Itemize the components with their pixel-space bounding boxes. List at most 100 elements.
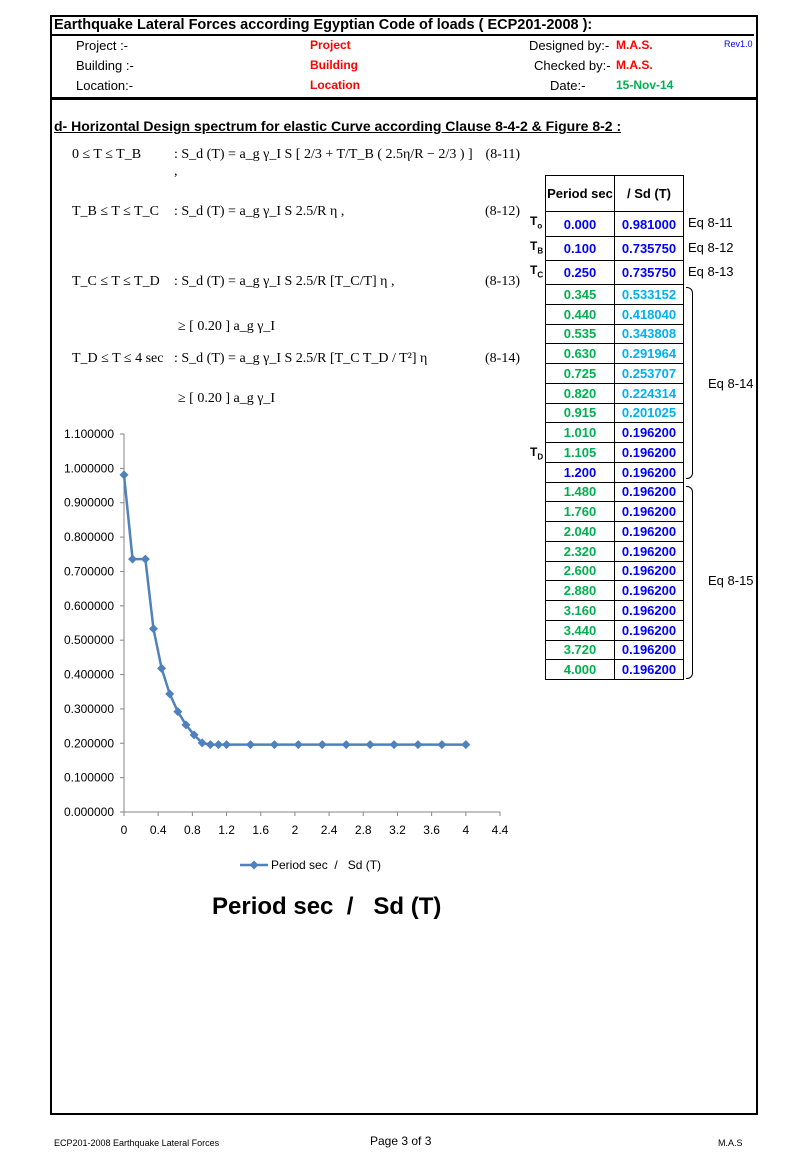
period-cell: 3.720 xyxy=(545,639,615,661)
period-cell: 1.760 xyxy=(545,501,615,522)
eq-label: Eq 8-11 xyxy=(688,215,733,230)
data-point xyxy=(389,740,399,750)
formula-cond-1: 0 ≤ T ≤ T_B xyxy=(72,147,142,162)
x-tick-label: 1.2 xyxy=(218,823,235,837)
sd-cell: 0.196200 xyxy=(614,560,684,582)
formula-expr-4: : S_d (T) = a_g γ_I S 2.5/R [T_C T_D / T… xyxy=(174,351,428,366)
y-tick-label: 0.000000 xyxy=(64,805,114,819)
designed-value: M.A.S. xyxy=(616,38,653,52)
table-row: 0.100 0.735750 xyxy=(545,236,684,261)
x-tick-label: 2.4 xyxy=(321,823,338,837)
x-tick-label: 0.8 xyxy=(184,823,201,837)
brace-label-eq-8-15: Eq 8-15 xyxy=(708,573,754,588)
formula-num-4: (8-14) xyxy=(485,351,520,366)
table-row: 0.820 0.224314 xyxy=(545,382,684,404)
formula-cond-2: T_B ≤ T ≤ T_C xyxy=(72,204,159,219)
sd-cell: 0.196200 xyxy=(614,481,684,503)
page-title: Earthquake Lateral Forces according Egyp… xyxy=(50,15,754,36)
page-frame xyxy=(50,15,758,1115)
data-point xyxy=(189,730,199,740)
checked-value: M.A.S. xyxy=(616,58,653,72)
location-label: Location:- xyxy=(76,78,134,93)
data-point xyxy=(119,470,129,480)
period-cell: 2.880 xyxy=(545,580,615,601)
data-point xyxy=(341,740,351,750)
project-label: Project :- xyxy=(76,38,129,53)
x-tick-label: 3.6 xyxy=(423,823,440,837)
designed-label: Designed by:- xyxy=(529,38,610,53)
data-point xyxy=(140,554,150,564)
x-tick-label: 0 xyxy=(121,823,128,837)
sd-cell: 0.196200 xyxy=(614,580,684,601)
table-row: 0.630 0.291964 xyxy=(545,343,684,364)
y-tick-label: 0.100000 xyxy=(64,771,114,785)
table-row: 3.720 0.196200 xyxy=(545,639,684,661)
period-cell: 0.100 xyxy=(545,236,615,261)
section-title: d- Horizontal Design spectrum for elasti… xyxy=(54,118,622,134)
formula-cond-4: T_D ≤ T ≤ 4 sec xyxy=(72,351,164,366)
formula-8-14: T_D ≤ T ≤ 4 sec : S_d (T) = a_g γ_I S 2.… xyxy=(72,350,520,367)
data-point xyxy=(413,740,423,750)
footer-left: ECP201-2008 Earthquake Lateral Forces xyxy=(54,1138,220,1148)
period-cell: 0.250 xyxy=(545,260,615,285)
data-point xyxy=(197,738,207,748)
checked-label: Checked by:- xyxy=(534,58,611,73)
period-cell: 2.040 xyxy=(545,521,615,542)
row-label-tc: TC xyxy=(530,263,544,280)
data-point xyxy=(437,740,447,750)
date-label: Date:- xyxy=(550,78,586,93)
table-row: 2.320 0.196200 xyxy=(545,540,684,562)
y-tick-label: 0.400000 xyxy=(64,668,114,682)
x-tick-label: 2 xyxy=(292,823,299,837)
data-point xyxy=(222,740,232,750)
y-tick-label: 0.300000 xyxy=(64,702,114,716)
period-cell: 3.160 xyxy=(545,600,615,621)
formula-min-2: ≥ [ 0.20 ] a_g γ_I xyxy=(178,391,276,406)
footer-right: M.A.S xyxy=(718,1138,743,1148)
project-value: Project xyxy=(310,38,351,52)
row-label-td: TD xyxy=(530,445,544,462)
building-value: Building xyxy=(310,58,358,72)
data-point xyxy=(148,624,158,634)
y-tick-label: 0.200000 xyxy=(64,736,114,750)
data-point xyxy=(293,740,303,750)
formula-8-12: T_B ≤ T ≤ T_C : S_d (T) = a_g γ_I S 2.5/… xyxy=(72,203,520,220)
eq-label: Eq 8-13 xyxy=(688,264,734,279)
sd-cell: 0.196200 xyxy=(614,540,684,562)
sd-cell: 0.196200 xyxy=(614,619,684,641)
data-point xyxy=(181,720,191,730)
data-point xyxy=(245,740,255,750)
table-row: 3.160 0.196200 xyxy=(545,600,684,621)
info-box: Project :- Project Building :- Building … xyxy=(50,36,756,100)
table-row: 2.880 0.196200 xyxy=(545,580,684,601)
chart-title: Period sec / Sd (T) xyxy=(212,893,442,920)
formula-8-11: 0 ≤ T ≤ T_B : S_d (T) = a_g γ_I S [ 2/3 … xyxy=(72,146,520,180)
y-tick-label: 0.700000 xyxy=(64,564,114,578)
formula-expr-1: : S_d (T) = a_g γ_I S [ 2/3 + T/T_B ( 2.… xyxy=(174,147,473,179)
sd-cell: 0.735750 xyxy=(614,260,684,285)
sd-cell: 0.253707 xyxy=(614,363,684,384)
table-row: 4.000 0.196200 xyxy=(545,659,684,680)
formula-cond-3: T_C ≤ T ≤ T_D xyxy=(72,274,160,289)
series-line xyxy=(122,474,466,746)
col-header-sd: / Sd (T) xyxy=(614,175,684,212)
revision: Rev1.0 xyxy=(724,39,753,49)
period-cell: 0.000 xyxy=(545,211,615,237)
footer-page: Page 3 of 3 xyxy=(370,1134,432,1148)
period-cell: 0.725 xyxy=(545,363,615,384)
x-tick-label: 4.4 xyxy=(492,823,509,837)
table-row: 0.725 0.253707 xyxy=(545,363,684,384)
x-tick-label: 4 xyxy=(462,823,469,837)
sd-cell: 0.735750 xyxy=(614,236,684,261)
y-tick-label: 0.800000 xyxy=(64,530,114,544)
legend-label: Period sec / Sd (T) xyxy=(271,858,381,872)
formula-num-3: (8-13) xyxy=(485,274,520,289)
data-point xyxy=(269,740,279,750)
table-row: 0.535 0.343808 xyxy=(545,323,684,345)
data-point xyxy=(157,663,167,673)
y-tick-label: 0.500000 xyxy=(64,633,114,647)
y-tick-label: 1.100000 xyxy=(64,427,114,441)
data-point xyxy=(461,740,471,750)
table-row: 3.440 0.196200 xyxy=(545,619,684,641)
